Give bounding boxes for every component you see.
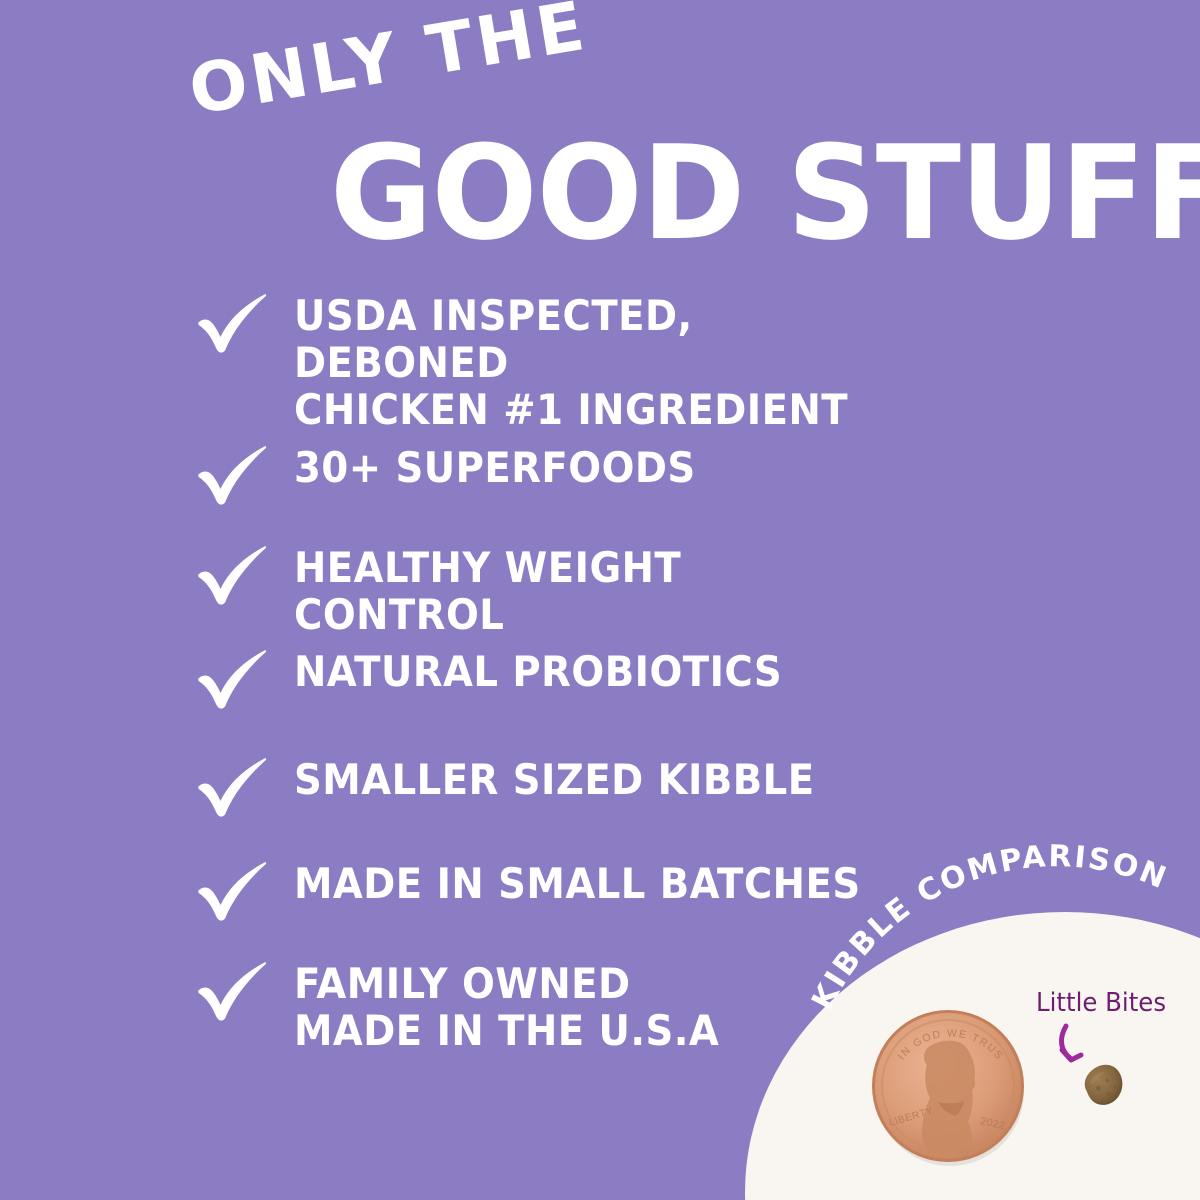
list-item: FAMILY OWNED MADE IN THE U.S.A — [196, 958, 956, 1054]
check-icon — [196, 756, 268, 818]
svg-text:2022: 2022 — [979, 1115, 1006, 1132]
list-item: USDA INSPECTED, DEBONED CHICKEN #1 INGRE… — [196, 290, 956, 433]
list-item: 30+ SUPERFOODS — [196, 442, 956, 506]
page-title: GOOD STUFF: — [330, 117, 1200, 269]
check-icon — [196, 544, 268, 606]
check-icon — [196, 648, 268, 710]
headline-kicker: ONLY THE — [183, 0, 594, 131]
check-icon — [196, 292, 268, 354]
list-item-label: USDA INSPECTED, DEBONED CHICKEN #1 INGRE… — [294, 291, 849, 435]
penny-image: IN GOD WE TRUST LIBERTY 2022 — [868, 1006, 1028, 1166]
list-item: HEALTHY WEIGHT CONTROL — [196, 542, 956, 638]
list-item-label: NATURAL PROBIOTICS — [294, 647, 783, 696]
kibble-nugget-image — [1076, 1058, 1132, 1114]
list-item-label: MADE IN SMALL BATCHES — [294, 859, 861, 908]
list-item-label: 30+ SUPERFOODS — [294, 443, 696, 492]
curved-arrow-icon — [1054, 1022, 1118, 1074]
list-item-label: HEALTHY WEIGHT CONTROL — [294, 543, 682, 640]
list-item: MADE IN SMALL BATCHES — [196, 858, 956, 922]
check-icon — [196, 960, 268, 1022]
check-icon — [196, 860, 268, 922]
little-bites-label: Little Bites — [1036, 988, 1167, 1018]
list-item-label: SMALLER SIZED KIBBLE — [294, 755, 815, 804]
check-icon — [196, 444, 268, 506]
headline-block: ONLY THE GOOD STUFF: — [0, 0, 1200, 290]
list-item: SMALLER SIZED KIBBLE — [196, 754, 956, 818]
list-item-label: FAMILY OWNED MADE IN THE U.S.A — [294, 959, 720, 1056]
list-item: NATURAL PROBIOTICS — [196, 646, 956, 710]
